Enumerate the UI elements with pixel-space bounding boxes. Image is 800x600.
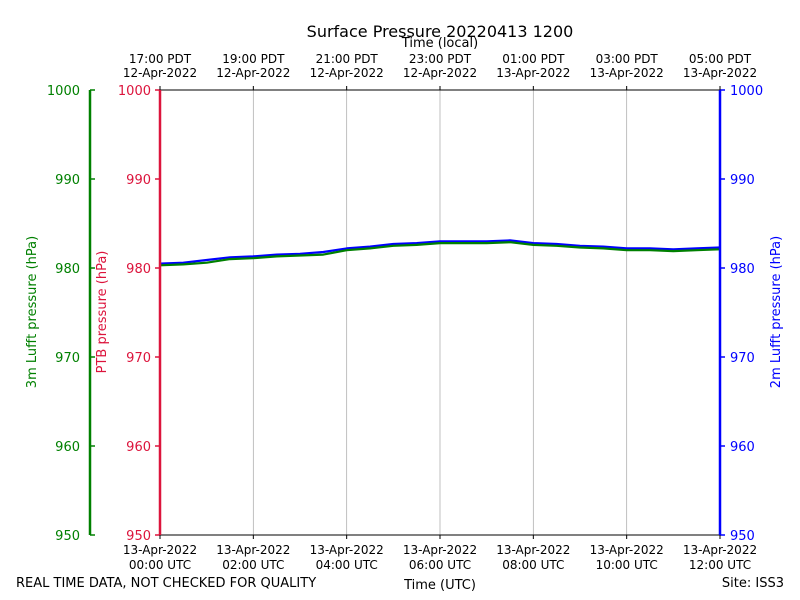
bottom-tick-time: 02:00 UTC bbox=[222, 558, 284, 572]
bottom-tick-date: 13-Apr-2022 bbox=[496, 543, 570, 557]
top-tick-date: 13-Apr-2022 bbox=[496, 66, 570, 80]
right-axis-label: 2m Lufft pressure (hPa) bbox=[769, 236, 784, 388]
top-tick-time: 23:00 PDT bbox=[409, 52, 472, 66]
bottom-tick-date: 13-Apr-2022 bbox=[310, 543, 384, 557]
bottom-tick-date: 13-Apr-2022 bbox=[683, 543, 757, 557]
y-tick-label-lufft2m: 990 bbox=[730, 173, 755, 188]
y-tick-label-ptb: 970 bbox=[126, 351, 151, 366]
series-lines bbox=[159, 239, 721, 267]
y-tick-label-ptb: 960 bbox=[126, 440, 151, 455]
y-tick-label-lufft3m: 950 bbox=[55, 529, 80, 544]
top-axis-label: Time (local) bbox=[401, 36, 478, 51]
y-tick-label-lufft3m: 990 bbox=[55, 173, 80, 188]
top-tick-date: 12-Apr-2022 bbox=[403, 66, 477, 80]
bottom-tick-date: 13-Apr-2022 bbox=[216, 543, 290, 557]
y-tick-label-lufft2m: 1000 bbox=[730, 84, 763, 99]
top-tick-time: 01:00 PDT bbox=[502, 52, 565, 66]
bottom-axis-label: Time (UTC) bbox=[403, 578, 476, 593]
top-tick-date: 13-Apr-2022 bbox=[590, 66, 664, 80]
top-tick-date: 12-Apr-2022 bbox=[310, 66, 384, 80]
y-tick-label-lufft2m: 960 bbox=[730, 440, 755, 455]
tick-labels: 950 950 950 960 960 960 970 970 970 980 980 980 990 9… bbox=[47, 52, 763, 572]
bottom-tick-time: 06:00 UTC bbox=[409, 558, 471, 572]
y-tick-label-ptb: 980 bbox=[126, 262, 151, 277]
bottom-tick-date: 13-Apr-2022 bbox=[403, 543, 477, 557]
bottom-tick-date: 13-Apr-2022 bbox=[590, 543, 664, 557]
site-label: Site: ISS3 bbox=[721, 576, 784, 591]
top-tick-date: 12-Apr-2022 bbox=[123, 66, 197, 80]
bottom-tick-time: 12:00 UTC bbox=[689, 558, 751, 572]
y-tick-label-lufft2m: 950 bbox=[730, 529, 755, 544]
y-tick-label-lufft3m: 980 bbox=[55, 262, 80, 277]
top-tick-time: 05:00 PDT bbox=[689, 52, 752, 66]
y-tick-label-lufft3m: 1000 bbox=[47, 84, 80, 99]
y-tick-label-lufft3m: 960 bbox=[55, 440, 80, 455]
gridlines bbox=[252, 90, 628, 535]
left-inner-axis-label: PTB pressure (hPa) bbox=[95, 251, 110, 374]
bottom-tick-time: 00:00 UTC bbox=[129, 558, 191, 572]
top-tick-date: 12-Apr-2022 bbox=[216, 66, 290, 80]
series-line-lufft2m bbox=[159, 239, 721, 265]
bottom-tick-time: 10:00 UTC bbox=[596, 558, 658, 572]
y-tick-label-ptb: 1000 bbox=[118, 84, 151, 99]
top-tick-time: 17:00 PDT bbox=[129, 52, 192, 66]
y-tick-label-lufft3m: 970 bbox=[55, 351, 80, 366]
top-tick-time: 03:00 PDT bbox=[596, 52, 659, 66]
top-tick-time: 21:00 PDT bbox=[316, 52, 379, 66]
quality-note: REAL TIME DATA, NOT CHECKED FOR QUALITY bbox=[16, 576, 317, 591]
bottom-tick-time: 04:00 UTC bbox=[316, 558, 378, 572]
bottom-tick-date: 13-Apr-2022 bbox=[123, 543, 197, 557]
chart-title: Surface Pressure 20220413 1200 bbox=[307, 22, 574, 41]
top-tick-date: 13-Apr-2022 bbox=[683, 66, 757, 80]
y-tick-label-ptb: 950 bbox=[126, 529, 151, 544]
series-line-lufft3m bbox=[159, 241, 721, 267]
top-tick-time: 19:00 PDT bbox=[222, 52, 285, 66]
y-tick-label-lufft2m: 970 bbox=[730, 351, 755, 366]
y-tick-label-ptb: 990 bbox=[126, 173, 151, 188]
bottom-tick-time: 08:00 UTC bbox=[502, 558, 564, 572]
plot-frame bbox=[88, 86, 725, 539]
y-tick-label-lufft2m: 980 bbox=[730, 262, 755, 277]
left-outer-axis-label: 3m Lufft pressure (hPa) bbox=[25, 236, 40, 388]
